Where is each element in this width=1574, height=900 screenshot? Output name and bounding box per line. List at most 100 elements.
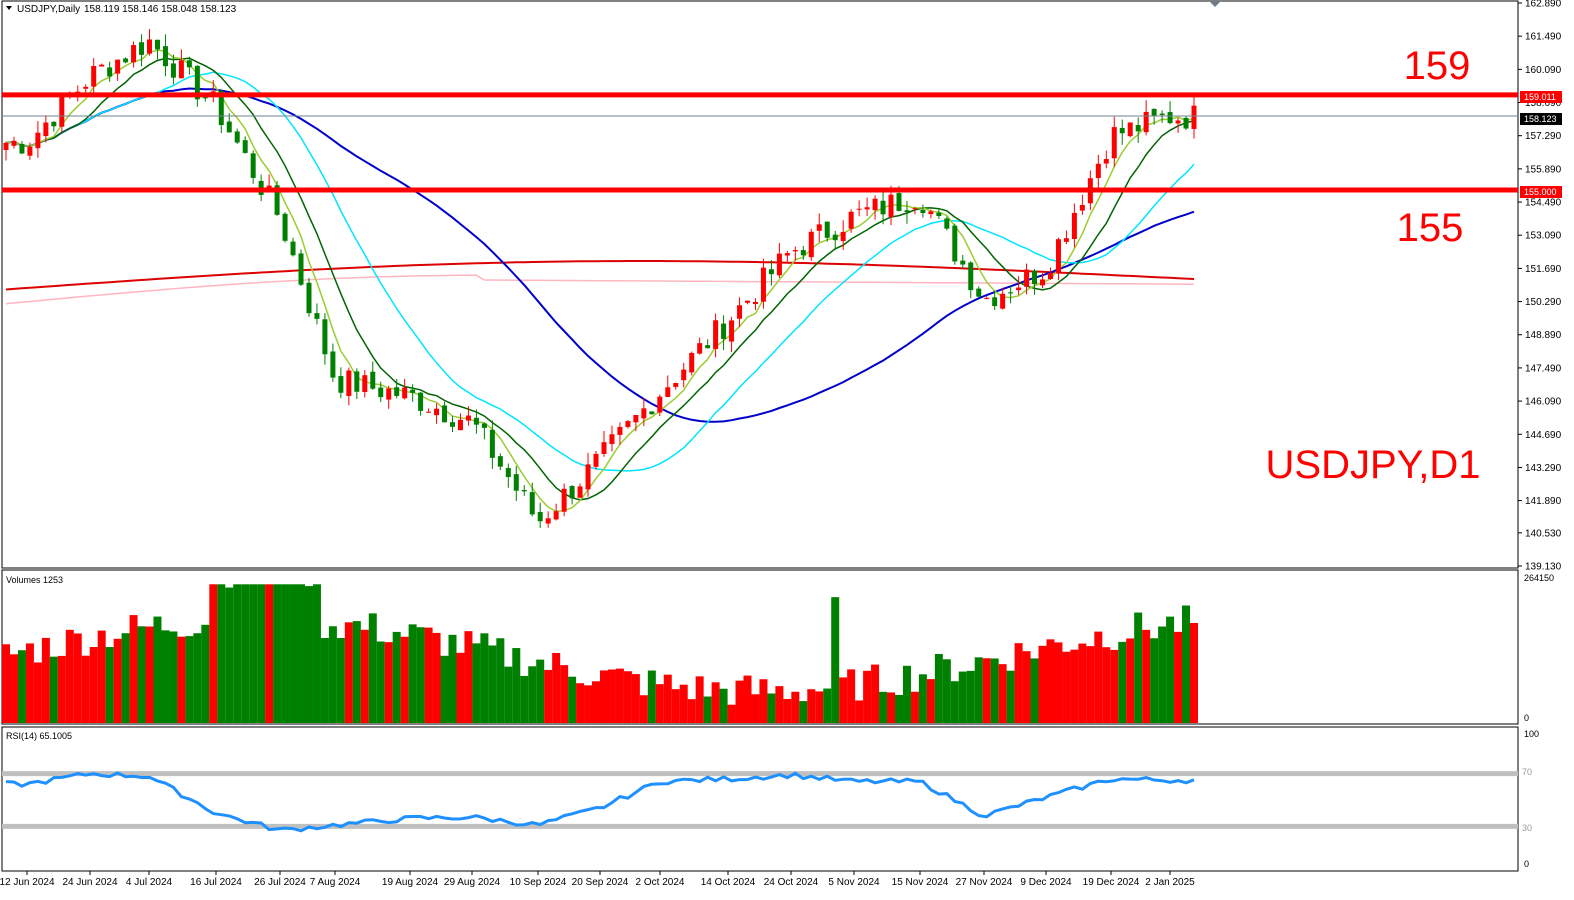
volume-bar <box>1174 631 1183 723</box>
rsi-indicator <box>2 771 1518 833</box>
volume-bar <box>1078 643 1087 723</box>
volume-bar <box>703 696 712 723</box>
volume-bar <box>448 634 457 723</box>
volume-bar <box>647 670 656 723</box>
date-tick-label: 27 Nov 2024 <box>956 877 1013 888</box>
ma-yellowgreen-line <box>5 49 1195 513</box>
candle-body <box>194 65 200 100</box>
candle-body <box>681 369 687 381</box>
volume-bar <box>1158 626 1167 723</box>
candle-body <box>322 319 328 355</box>
volume-bar <box>958 671 967 723</box>
moving-averages <box>5 49 1195 513</box>
volume-top-label: 264150 <box>1524 573 1554 583</box>
volume-bar <box>297 584 306 723</box>
price-tick-label: 157.290 <box>1525 131 1562 142</box>
candle-body <box>569 486 575 499</box>
candle-body <box>1111 127 1117 159</box>
date-tick-label: 16 Jul 2024 <box>190 877 242 888</box>
volume-bar <box>1134 612 1143 723</box>
volume-bar <box>273 584 282 723</box>
date-tick-label: 12 Jun 2024 <box>0 877 55 888</box>
volume-bar <box>97 630 106 723</box>
volume-bar <box>289 584 298 723</box>
volume-bar <box>743 675 752 723</box>
candle-body <box>896 193 902 211</box>
candle-body <box>848 211 854 229</box>
rsi-100-label: 100 <box>1524 729 1539 739</box>
candle-body <box>872 198 878 211</box>
candle-body <box>808 231 814 258</box>
volume-bar <box>33 662 42 723</box>
volume-bar <box>368 613 377 723</box>
date-tick-label: 29 Aug 2024 <box>444 877 501 888</box>
candle-body <box>465 415 471 421</box>
volume-bar <box>759 679 768 723</box>
volume-bar <box>998 664 1007 723</box>
price-tick-label: 155.890 <box>1525 164 1562 175</box>
volume-bar <box>456 652 465 723</box>
candle-body <box>1191 105 1197 129</box>
volume-bar <box>408 624 417 723</box>
volume-bar <box>847 669 856 723</box>
date-tick-label: 2 Oct 2024 <box>636 877 685 888</box>
volume-bar <box>599 670 608 723</box>
volume-bar <box>528 666 537 723</box>
candle-body <box>43 122 49 137</box>
volume-bar <box>161 630 170 723</box>
volume-bar <box>392 631 401 723</box>
candle-body <box>633 415 639 423</box>
candle-body <box>218 91 224 126</box>
collapse-triangle-icon[interactable] <box>6 6 12 10</box>
candles <box>3 29 1197 529</box>
candle-body <box>426 411 432 413</box>
candle-body <box>609 434 615 444</box>
rsi-label: RSI(14) 65.1005 <box>6 731 72 741</box>
candle-body <box>274 185 280 215</box>
volume-bar <box>488 645 497 723</box>
candle-body <box>984 297 990 299</box>
candle-body <box>3 142 9 150</box>
level-159-annotation: 159 <box>1404 44 1471 88</box>
candle-body <box>617 427 623 435</box>
volume-bar <box>751 694 760 723</box>
horizontal-levels[interactable] <box>2 92 1518 193</box>
candle-body <box>1135 125 1141 132</box>
candle-body <box>346 370 352 396</box>
candle-body <box>481 423 487 428</box>
candle-body <box>449 422 455 427</box>
candle-body <box>306 282 312 314</box>
candle-body <box>186 60 192 68</box>
candle-body <box>665 387 671 397</box>
candle-body <box>1047 273 1053 280</box>
candle-body <box>1055 239 1061 273</box>
candle-body <box>178 60 184 79</box>
level-low-tag: 155.000 <box>1524 187 1557 197</box>
shift-marker-icon[interactable] <box>1209 1 1221 7</box>
volume-bar <box>265 584 274 723</box>
candle-body <box>115 59 121 74</box>
volume-bar <box>25 643 34 723</box>
rsi-0-label: 0 <box>1524 859 1529 869</box>
volume-bar <box>584 685 593 723</box>
volume-bar <box>544 669 553 723</box>
candle-body <box>27 146 33 156</box>
candle-body <box>657 396 663 413</box>
candle-body <box>1032 270 1038 285</box>
candle-body <box>35 132 41 149</box>
volume-bar <box>879 691 888 723</box>
volume-bar <box>783 698 792 723</box>
candle-body <box>131 45 137 63</box>
candle-body <box>593 453 599 467</box>
candle-body <box>1040 279 1046 286</box>
price-tick-label: 151.690 <box>1525 264 1562 275</box>
ma-red-line <box>5 260 1195 291</box>
candle-body <box>721 323 727 339</box>
volume-bar <box>225 587 234 723</box>
candle-body <box>338 376 344 393</box>
candle-body <box>768 269 774 275</box>
candle-body <box>760 267 766 302</box>
volume-bar <box>719 688 728 723</box>
